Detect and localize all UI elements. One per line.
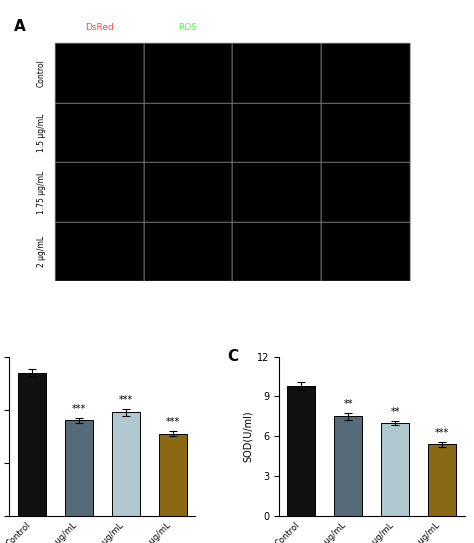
Bar	[428, 444, 456, 516]
Text: ***: ***	[72, 403, 86, 414]
Bar	[55, 103, 144, 162]
Text: ROS: ROS	[179, 23, 198, 31]
Bar	[144, 222, 232, 281]
Text: ***: ***	[165, 417, 180, 427]
Text: DsRed: DsRed	[85, 23, 114, 31]
Bar	[55, 222, 144, 281]
Text: 2 μg/mL: 2 μg/mL	[37, 236, 46, 267]
Bar	[112, 412, 140, 516]
Text: Control: Control	[37, 59, 46, 87]
Text: ***: ***	[118, 395, 133, 405]
Bar	[232, 103, 321, 162]
Bar	[321, 222, 410, 281]
Bar	[55, 162, 144, 222]
Bar	[144, 162, 232, 222]
Bar	[334, 416, 362, 516]
Bar	[65, 420, 93, 516]
Text: Merge: Merge	[263, 23, 291, 31]
Text: ***: ***	[435, 427, 449, 438]
Bar	[144, 103, 232, 162]
Bar	[381, 423, 409, 516]
Text: 1.5 μg/mL: 1.5 μg/mL	[37, 113, 46, 152]
Bar	[232, 222, 321, 281]
Bar	[144, 43, 232, 103]
Bar	[321, 43, 410, 103]
Bar	[232, 162, 321, 222]
Bar	[232, 43, 321, 103]
Text: C: C	[227, 349, 238, 364]
Bar	[18, 372, 46, 516]
Bar	[55, 43, 144, 103]
Text: Zoom: Zoom	[353, 23, 378, 31]
Bar	[321, 162, 410, 222]
Text: A: A	[14, 19, 26, 34]
Text: **: **	[391, 407, 400, 417]
Bar	[287, 386, 315, 516]
Text: **: **	[344, 399, 353, 409]
Bar	[321, 103, 410, 162]
Text: 1.75 μg/mL: 1.75 μg/mL	[37, 171, 46, 214]
Y-axis label: SOD(U/ml): SOD(U/ml)	[243, 411, 253, 462]
Bar	[159, 434, 187, 516]
